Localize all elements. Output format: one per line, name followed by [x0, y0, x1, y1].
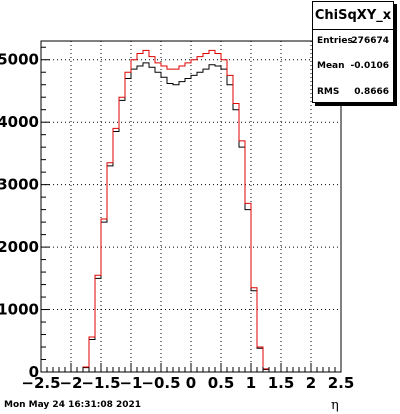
x-tick-label: 0.5: [208, 374, 235, 392]
stats-value: 0.8666: [354, 87, 389, 97]
stats-value: -0.0106: [350, 61, 389, 71]
x-tick-label: 2.5: [328, 374, 355, 392]
stats-key: Mean: [317, 61, 345, 71]
y-tick-label: 5000: [0, 51, 39, 69]
x-tick-label: 2: [306, 374, 316, 392]
series-group: [41, 49, 341, 373]
stats-row-entries: Entries 276674: [317, 34, 389, 48]
x-tick-label: 1: [246, 374, 256, 392]
grid-lines: [41, 41, 341, 372]
y-tick-label: 3000: [0, 176, 39, 194]
histogram-series-1: [41, 49, 341, 373]
stats-row-rms: RMS 0.8666: [317, 85, 389, 99]
stats-value: 276674: [351, 36, 389, 46]
stats-title: ChiSqXY_x: [313, 2, 393, 30]
x-tick-label: −2.5: [21, 374, 60, 392]
stats-key: RMS: [317, 87, 340, 97]
y-tick-label: 4000: [0, 113, 39, 131]
x-tick-label: −2: [59, 374, 82, 392]
x-axis-label: η: [331, 398, 339, 413]
footer-date: Mon May 24 16:31:08 2021: [4, 400, 142, 410]
x-tick-label: −1.5: [81, 374, 120, 392]
x-tick-label: 1.5: [268, 374, 295, 392]
y-tick-label: 0: [29, 363, 39, 381]
plot-frame: [40, 40, 342, 373]
x-tick-label: −0.5: [141, 374, 180, 392]
stats-box: ChiSqXY_x Entries 276674 Mean -0.0106 RM…: [312, 1, 394, 103]
y-tick-label: 2000: [0, 238, 39, 256]
stats-key: Entries: [317, 36, 353, 46]
stats-row-mean: Mean -0.0106: [317, 59, 389, 73]
axis-tick-labels: −2.5−2−1.5−1−0.5 0 0.5 1 1.5 2 2.5 0 1000 2000 300…: [0, 51, 354, 392]
axis-ticks: [40, 46, 342, 373]
x-tick-label: 0: [186, 374, 196, 392]
x-tick-label: −1: [119, 374, 142, 392]
y-tick-label: 1000: [0, 301, 39, 319]
